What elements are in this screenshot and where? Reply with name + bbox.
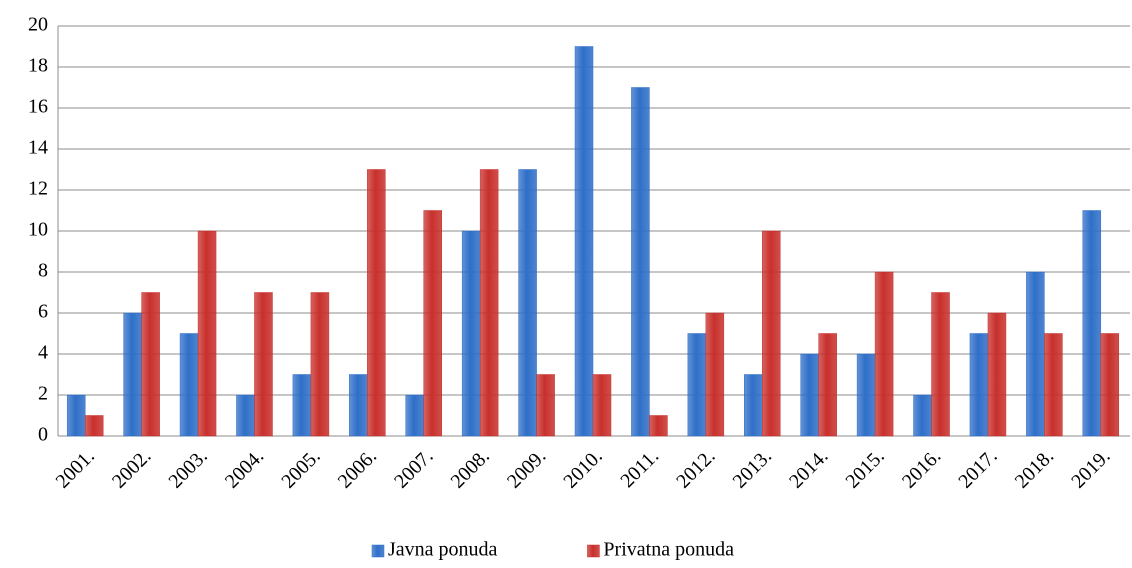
bar — [987, 312, 1007, 437]
y-tick-label: 6 — [38, 301, 48, 323]
bar — [856, 353, 876, 437]
bar — [687, 333, 707, 437]
y-tick-label: 18 — [28, 55, 48, 77]
x-tick-label: 2015. — [842, 445, 889, 492]
bar — [179, 333, 199, 437]
y-tick-label: 4 — [38, 342, 48, 364]
bar — [705, 312, 725, 437]
x-tick-label: 2005. — [277, 445, 324, 492]
x-tick-label: 2012. — [672, 445, 719, 492]
bar — [84, 415, 104, 437]
x-tick-label: 2019. — [1067, 445, 1114, 492]
bar — [969, 333, 989, 437]
bar — [536, 374, 555, 437]
bar — [744, 374, 763, 437]
y-tick-label: 20 — [28, 14, 48, 36]
bar — [649, 415, 668, 437]
bar — [874, 271, 894, 437]
y-tick-label: 2 — [38, 383, 48, 405]
bar — [405, 394, 424, 437]
bar — [236, 394, 255, 437]
x-tick-label: 2004. — [221, 445, 268, 492]
legend-label: Javna ponuda — [388, 539, 498, 561]
x-tick-label: 2016. — [898, 445, 945, 492]
bar — [1082, 210, 1102, 437]
x-tick-label: 2006. — [334, 445, 381, 492]
y-tick-label: 14 — [28, 137, 48, 159]
bar — [66, 394, 86, 437]
x-tick-label: 2002. — [108, 445, 155, 492]
y-tick-label: 0 — [38, 424, 48, 446]
bar — [574, 46, 594, 437]
bar — [913, 394, 932, 437]
y-tick-label: 12 — [28, 178, 48, 200]
bar — [1100, 333, 1120, 437]
bar — [592, 374, 612, 437]
x-tick-label: 2003. — [164, 445, 211, 492]
x-tick-label: 2010. — [559, 445, 606, 492]
bar — [141, 292, 160, 437]
bar — [423, 210, 442, 437]
bar — [1026, 271, 1045, 437]
x-tick-label: 2017. — [954, 445, 1001, 492]
legend-swatch — [371, 544, 385, 558]
bar — [800, 353, 819, 437]
y-tick-label: 16 — [28, 96, 48, 118]
bar — [518, 169, 537, 437]
x-tick-label: 2011. — [616, 445, 663, 492]
x-tick-label: 2014. — [785, 445, 832, 492]
x-tick-label: 2001. — [52, 445, 99, 492]
legend-swatch — [587, 544, 600, 558]
x-tick-label: 2013. — [729, 445, 776, 492]
bar — [310, 292, 330, 437]
x-tick-label: 2008. — [447, 445, 494, 492]
x-tick-label: 2018. — [1011, 445, 1058, 492]
bar — [479, 169, 499, 437]
y-tick-label: 8 — [38, 260, 48, 282]
bar — [931, 292, 950, 437]
bar — [461, 230, 481, 437]
bar — [762, 230, 781, 437]
bar — [197, 230, 217, 437]
bar — [349, 374, 368, 437]
bar — [367, 169, 386, 437]
bar — [818, 333, 837, 437]
legend-label: Privatna ponuda — [603, 539, 734, 561]
bar — [254, 292, 273, 437]
bar — [631, 87, 650, 437]
x-tick-label: 2009. — [503, 445, 550, 492]
bar — [1044, 333, 1063, 437]
x-tick-label: 2007. — [390, 445, 437, 492]
y-tick-label: 10 — [28, 219, 48, 241]
bar — [123, 312, 142, 437]
bar — [292, 374, 312, 437]
